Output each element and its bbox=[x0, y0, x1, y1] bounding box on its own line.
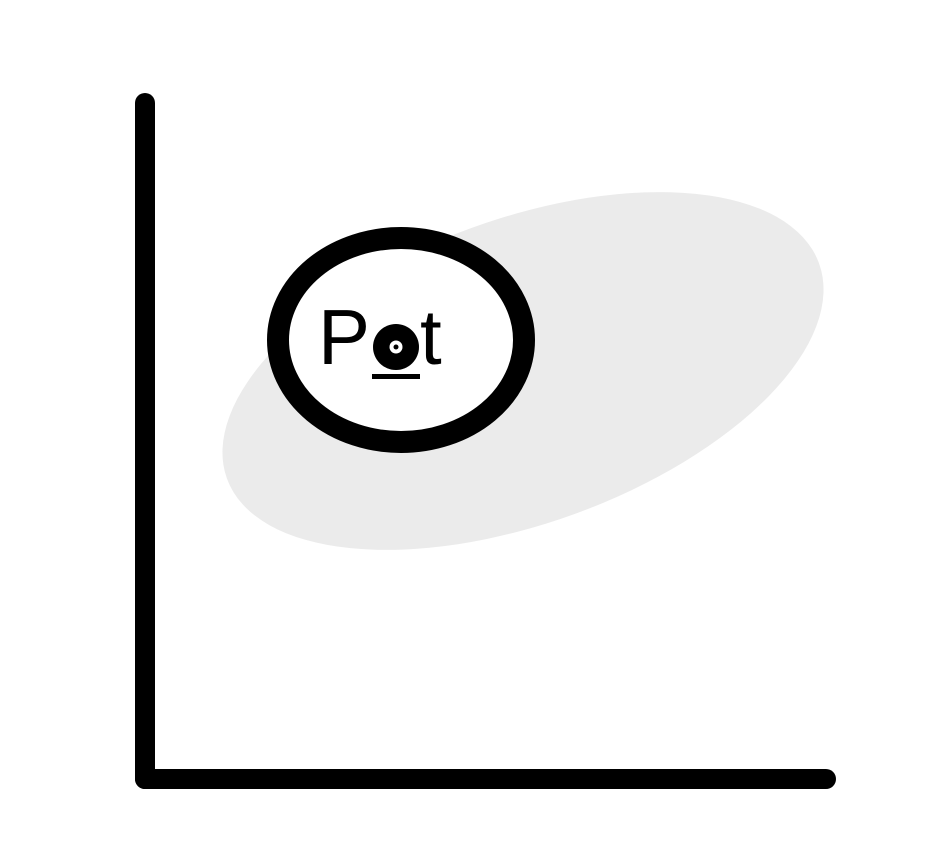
logo-suffix: t bbox=[420, 293, 442, 381]
pot-logo: P t bbox=[318, 293, 442, 381]
logo-prefix: P bbox=[318, 293, 370, 381]
axes bbox=[135, 93, 836, 789]
record-dot-icon bbox=[372, 324, 420, 379]
